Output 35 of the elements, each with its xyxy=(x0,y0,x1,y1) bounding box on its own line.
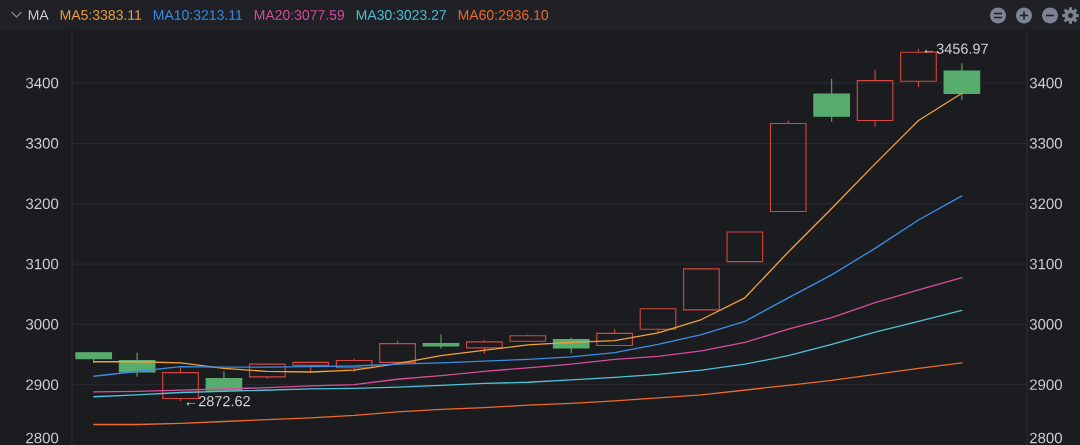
candlestick xyxy=(466,339,503,355)
y2-tick-label: 3200 xyxy=(1029,198,1062,210)
candlestick xyxy=(683,267,720,311)
y2-tick-label: 3000 xyxy=(1029,319,1062,330)
candlestick xyxy=(856,69,894,128)
text: MA10:3213.11 xyxy=(153,10,243,20)
text: MA20:3077.59 xyxy=(254,10,345,20)
text: MA30:3023.27 xyxy=(356,10,446,20)
y-tick-label: 2800 xyxy=(26,432,59,444)
y-tick-label: 3300 xyxy=(26,138,59,149)
candlestick xyxy=(596,328,633,347)
y-tick-label: 3200 xyxy=(26,198,59,210)
y2-tick-label: 2800 xyxy=(1029,432,1062,444)
y-tick-label: 3400 xyxy=(26,77,59,89)
y-tick-label: 3000 xyxy=(26,319,59,330)
annotation: ←3456.97 xyxy=(924,43,988,54)
legend-title: MA xyxy=(28,10,49,20)
candlestick xyxy=(249,363,286,380)
y2-tick-label: 3100 xyxy=(1029,258,1062,270)
candlestick xyxy=(943,62,981,101)
text: MA5:3383.11 xyxy=(60,10,142,20)
candlestick xyxy=(335,358,373,373)
y-tick-label: 2900 xyxy=(26,379,59,390)
candlestick xyxy=(379,340,416,363)
y-tick-label: 3100 xyxy=(26,258,59,270)
y2-tick-label: 3300 xyxy=(1029,138,1062,149)
annotation: ←2872.62 xyxy=(186,396,250,407)
y2-tick-label: 2900 xyxy=(1029,379,1062,390)
candlestick xyxy=(726,231,764,263)
candlestick xyxy=(292,361,330,374)
candlestick xyxy=(769,119,807,213)
y2-tick-label: 3400 xyxy=(1029,77,1062,89)
text: MA60:2936.10 xyxy=(458,10,549,20)
candlestick xyxy=(509,334,547,342)
candlestick xyxy=(639,308,677,334)
